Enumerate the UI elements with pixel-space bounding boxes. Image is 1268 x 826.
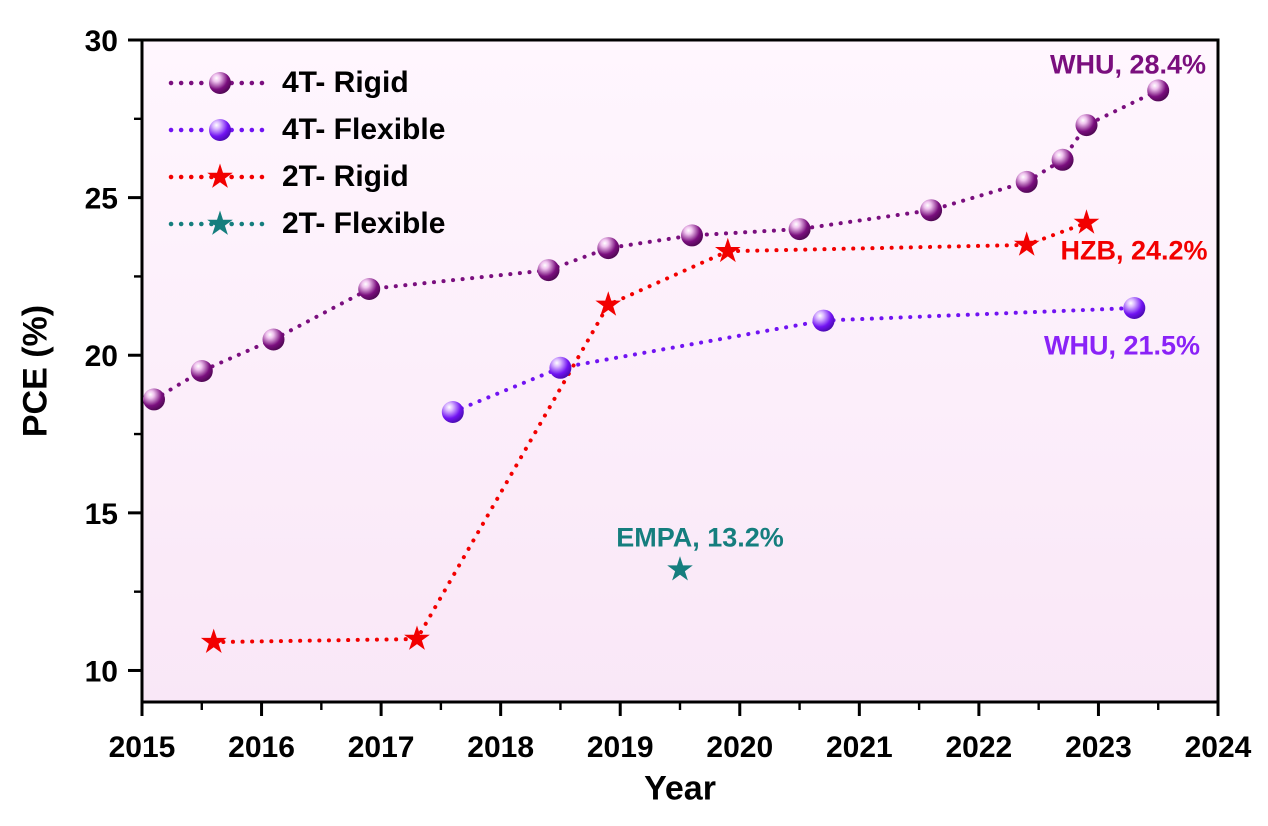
annotation-whu-21-5: WHU, 21.5%	[1043, 330, 1201, 361]
legend-marker-2t-rigid	[207, 163, 233, 188]
y-tick-label: 25	[85, 183, 118, 216]
marker-4t-rigid	[681, 224, 703, 247]
x-tick-label: 2015	[109, 731, 176, 764]
marker-2t-flexible	[667, 556, 693, 581]
y-tick-label: 30	[85, 25, 118, 58]
x-tick-label: 2023	[1065, 731, 1132, 764]
marker-2t-rigid	[200, 628, 227, 653]
y-axis-title: PCE (%)	[16, 304, 55, 438]
x-tick-label: 2021	[826, 731, 893, 764]
legend-item-4t-rigid: 4T- Rigid	[168, 59, 445, 106]
marker-4t-rigid	[920, 199, 943, 222]
legend-marker-2t-flexible	[207, 210, 233, 235]
legend-marker-2t-flexible-swatch	[168, 210, 272, 235]
legend-label-2t-rigid: 2T- Rigid	[282, 159, 409, 193]
legend-label-2t-flexible: 2T- Flexible	[282, 206, 446, 240]
plot-area	[142, 40, 1218, 702]
marker-2t-rigid	[404, 625, 430, 650]
x-tick-label: 2017	[348, 731, 415, 764]
x-tick-label: 2020	[706, 731, 773, 764]
annotation-whu-28-4: WHU, 28.4%	[1049, 49, 1207, 80]
marker-2t-rigid	[715, 237, 741, 263]
legend-marker-4t-rigid-swatch	[168, 71, 272, 94]
marker-4t-rigid	[597, 237, 620, 260]
marker-4t-rigid	[358, 278, 381, 300]
marker-2t-rigid	[1013, 231, 1040, 256]
y-tick-label: 15	[85, 498, 118, 531]
legend-item-4t-flexible: 4T- Flexible	[168, 106, 445, 153]
marker-4t-rigid	[1051, 148, 1074, 171]
legend-label-4t-flexible: 4T- Flexible	[282, 112, 446, 146]
marker-4t-rigid	[143, 388, 165, 411]
marker-4t-rigid	[1015, 170, 1038, 193]
legend-item-2t-rigid: 2T- Rigid	[168, 153, 445, 200]
marker-4t-rigid	[190, 360, 213, 382]
legend: 4T- Rigid 4T- Flexible 2T- Rigid 2T- Fle…	[168, 59, 445, 247]
legend-marker-4t-rigid	[209, 71, 231, 94]
marker-4t-rigid	[537, 259, 560, 282]
series-line-4t-flexible	[450, 306, 1137, 414]
y-tick-label: 10	[85, 655, 118, 688]
y-tick-label: 20	[85, 340, 118, 373]
marker-4t-rigid	[1147, 79, 1170, 102]
marker-2t-rigid	[1073, 209, 1100, 234]
marker-4t-rigid	[262, 328, 285, 351]
legend-marker-4t-flexible	[209, 118, 231, 141]
x-axis-title: Year	[644, 769, 716, 808]
plot-frame	[140, 38, 1220, 704]
marker-2t-rigid	[595, 291, 622, 316]
marker-4t-flexible	[1123, 297, 1146, 319]
annotation-empa-13-2: EMPA, 13.2%	[616, 522, 784, 553]
annotation-hzb-24-2: HZB, 24.2%	[1060, 235, 1208, 266]
legend-item-2t-flexible: 2T- Flexible	[168, 200, 445, 247]
x-tick-label: 2019	[587, 731, 654, 764]
marker-4t-flexible	[812, 309, 835, 332]
x-tick-label: 2024	[1185, 731, 1252, 764]
marker-4t-flexible	[441, 401, 464, 423]
marker-4t-rigid	[1075, 114, 1098, 137]
legend-marker-2t-rigid-swatch	[168, 163, 272, 188]
x-tick-label: 2022	[946, 731, 1013, 764]
marker-4t-rigid	[788, 218, 811, 241]
legend-marker-4t-flexible-swatch	[168, 118, 272, 141]
x-tick-label: 2016	[228, 731, 295, 764]
marker-4t-flexible	[549, 356, 572, 379]
x-tick-label: 2018	[467, 731, 534, 764]
legend-label-4t-rigid: 4T- Rigid	[282, 65, 409, 99]
